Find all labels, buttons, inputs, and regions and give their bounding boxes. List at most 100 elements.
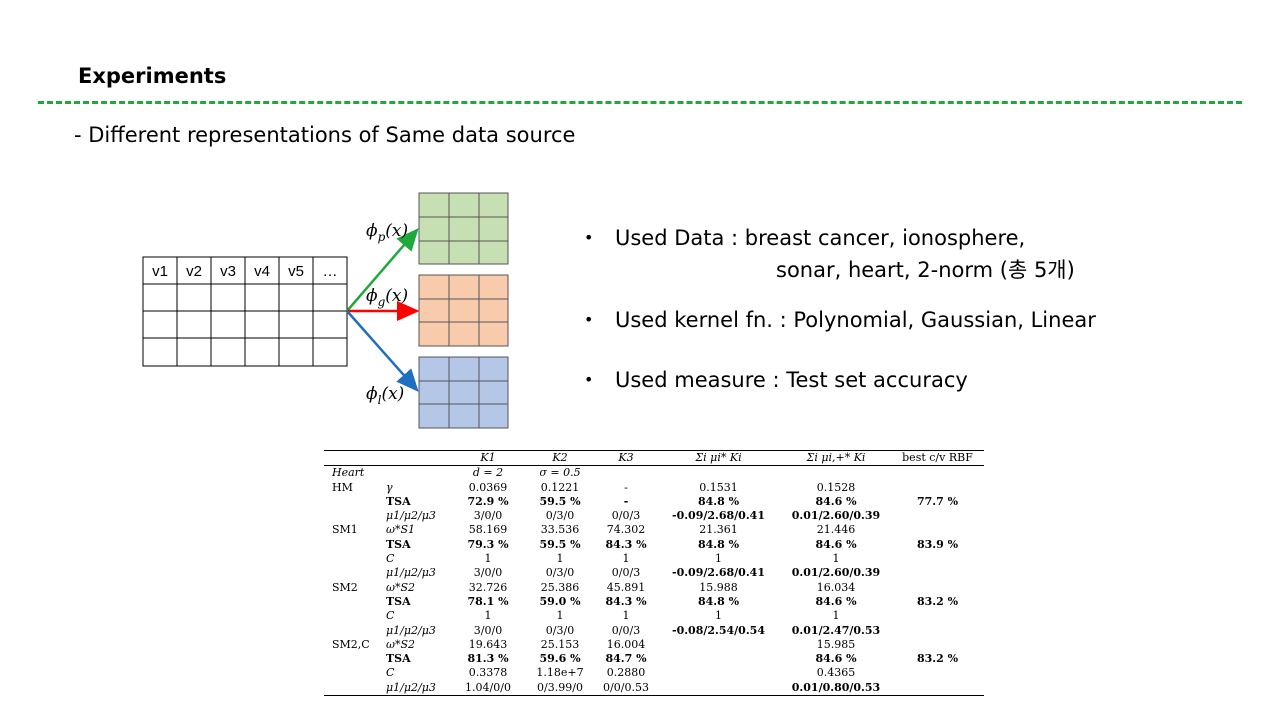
table-cell <box>656 638 781 652</box>
table-cell: 77.7 % <box>916 494 959 508</box>
table-cell <box>324 509 382 523</box>
arrow-linear <box>346 310 419 392</box>
table-cell: TSA <box>386 652 411 666</box>
header-combined-positive: Σi μi,+* Ki <box>806 451 866 464</box>
results-header-row: K1 K2 K3 Σi μi* Ki Σi μi,+* Ki best c/v … <box>324 450 984 466</box>
table-cell: Heart <box>332 466 365 480</box>
table-cell <box>891 509 984 523</box>
table-cell <box>891 523 984 537</box>
table-row: μ1/μ2/μ3 3/0/0 0/3/0 0/0/3 -0.09/2.68/0.41 0.… <box>324 566 984 580</box>
header-k3: K3 <box>618 451 634 464</box>
table-cell: 0/3.99/0 <box>537 680 583 694</box>
table-row: SM2,C ω*S2 19.643 25.153 16.004 15.985 <box>324 638 984 652</box>
table-cell <box>324 566 382 580</box>
bullet-marker: • <box>584 228 594 247</box>
table-cell: 0/0/0.53 <box>603 680 649 694</box>
table-cell: 1 <box>715 552 722 566</box>
table-cell: 84.6 % <box>815 652 857 666</box>
table-cell: 1 <box>715 609 722 623</box>
column-header-v4: v4 <box>254 263 270 280</box>
table-cell <box>891 566 984 580</box>
table-cell: 84.7 % <box>605 652 647 666</box>
source-data-table <box>142 256 348 367</box>
table-cell: 84.8 % <box>697 494 740 508</box>
table-cell <box>324 681 382 696</box>
table-cell: 83.2 % <box>916 652 959 666</box>
table-row: SM2 ω*S2 32.726 25.386 45.891 15.988 16.034 <box>324 581 984 595</box>
table-cell: 45.891 <box>606 580 646 594</box>
table-cell <box>891 481 984 495</box>
table-cell <box>891 681 984 696</box>
table-cell <box>324 495 382 509</box>
table-cell: 0/0/3 <box>611 566 641 580</box>
bullet-text-continued: sonar, heart, 2-norm (총 5개) <box>776 258 1075 282</box>
table-cell: ω*S2 <box>386 637 416 651</box>
table-cell: 0/3/0 <box>545 566 575 580</box>
table-cell: 16.004 <box>606 637 646 651</box>
table-cell <box>324 609 382 623</box>
table-cell: 33.536 <box>540 523 580 537</box>
table-cell: 21.361 <box>699 523 738 537</box>
table-cell: 15.988 <box>699 580 738 594</box>
table-cell: 0.4365 <box>816 666 856 680</box>
table-cell: 0.0369 <box>468 480 508 494</box>
bullet-marker: • <box>584 370 594 389</box>
table-cell: 59.0 % <box>539 594 581 608</box>
table-cell: σ = 0.5 <box>539 466 581 480</box>
table-cell: 32.726 <box>468 580 508 594</box>
label-phi-g: ϕg(x) <box>366 286 408 309</box>
table-cell: 84.3 % <box>605 594 647 608</box>
table-cell: 74.302 <box>606 523 646 537</box>
table-cell <box>891 581 984 595</box>
table-cell: 1.18e+7 <box>536 666 584 680</box>
column-header-v2: v2 <box>186 263 202 280</box>
results-table: K1 K2 K3 Σi μi* Ki Σi μi,+* Ki best c/v … <box>324 450 984 702</box>
table-row: Heart d = 2 σ = 0.5 <box>324 466 984 481</box>
table-cell: 1 <box>484 609 492 623</box>
table-cell <box>891 552 984 566</box>
table-cell: 3/0/0 <box>473 509 503 523</box>
table-cell: TSA <box>386 537 411 551</box>
table-cell: TSA <box>386 494 411 508</box>
table-cell <box>891 466 984 481</box>
column-header-v1: v1 <box>152 263 168 280</box>
table-cell: 3/0/0 <box>473 566 503 580</box>
table-cell: 1 <box>622 609 630 623</box>
table-cell: 25.153 <box>540 637 580 651</box>
table-cell <box>891 638 984 652</box>
table-cell: 3/0/0 <box>473 623 503 637</box>
table-cell <box>656 466 781 481</box>
table-cell <box>891 666 984 680</box>
table-row: μ1/μ2/μ3 1.04/0/0 0/3.99/0 0/0/0.53 0.01/0.8… <box>324 681 984 696</box>
header-cell <box>382 451 452 466</box>
table-cell: 19.643 <box>468 637 508 651</box>
table-cell: 84.8 % <box>697 594 740 608</box>
table-cell: 0.1528 <box>816 480 856 494</box>
table-cell <box>891 609 984 623</box>
header-k2: K2 <box>552 451 568 464</box>
table-cell: 83.2 % <box>916 594 959 608</box>
table-cell: 59.5 % <box>539 537 581 551</box>
grid-linear <box>418 356 509 429</box>
table-cell: μ1/μ2/μ3 <box>386 680 436 694</box>
table-cell: -0.08/2.54/0.54 <box>672 623 765 637</box>
slide-title: Experiments <box>78 64 227 88</box>
table-cell: 25.386 <box>540 580 580 594</box>
table-cell: 1 <box>832 609 840 623</box>
table-row: SM1 ω*S1 58.169 33.536 74.302 21.361 21.446 <box>324 523 984 537</box>
table-cell <box>324 552 382 566</box>
table-cell <box>656 666 781 680</box>
table-cell: μ1/μ2/μ3 <box>386 509 436 523</box>
table-cell <box>656 681 781 696</box>
slide-subtitle: - Different representations of Same data… <box>74 123 576 147</box>
table-cell: 83.9 % <box>916 537 959 551</box>
table-cell <box>324 538 382 552</box>
table-cell: μ1/μ2/μ3 <box>386 566 436 580</box>
table-cell: - <box>624 480 628 494</box>
table-row: TSA 78.1 % 59.0 % 84.3 % 84.8 % 84.6 % 83.2 % <box>324 595 984 609</box>
table-row: TSA 79.3 % 59.5 % 84.3 % 84.8 % 84.6 % 83.9 % <box>324 538 984 552</box>
table-cell: 16.034 <box>816 580 856 594</box>
table-cell: 84.6 % <box>815 494 857 508</box>
table-cell: 0.2880 <box>606 666 646 680</box>
